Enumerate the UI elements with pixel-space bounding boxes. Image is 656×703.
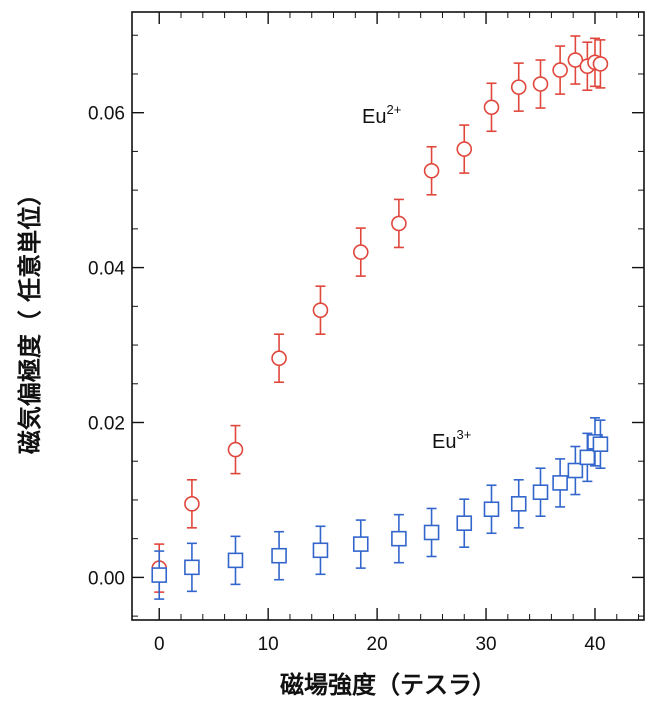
data-point-circle: [391, 215, 407, 232]
series-label-eu3: Eu3+: [432, 427, 471, 453]
x-tick-label: 10: [258, 634, 279, 655]
series-0: [151, 35, 609, 593]
data-point-circle: [532, 76, 549, 92]
data-point-square: [312, 542, 329, 559]
data-point-square: [391, 530, 407, 547]
axis-tick-labels: 0 10 20 30 40 0.00 0.02 0.04 0.06: [88, 104, 606, 655]
data-point-square: [552, 475, 568, 491]
data-point-square: [184, 559, 200, 576]
data-point-square: [352, 536, 369, 552]
axis-ticks: [132, 12, 644, 620]
data-point-square: [227, 552, 244, 569]
data-point-square: [579, 449, 596, 466]
y-tick-label: 0.02: [88, 413, 125, 434]
data-point-square: [271, 547, 287, 564]
data-point-circle: [483, 99, 500, 116]
data-point-square: [456, 515, 473, 531]
x-tick-label: 20: [367, 634, 388, 655]
data-point-circle: [423, 162, 440, 179]
data-point-circle: [456, 141, 473, 157]
x-axis-title: 磁場強度（テスラ）: [280, 671, 496, 699]
data-point-square: [592, 436, 609, 452]
data-series: [151, 35, 609, 600]
data-point-circle: [271, 350, 287, 367]
y-axis-title: 磁気偏極度（ 任意単位）: [16, 182, 44, 454]
data-point-circle: [184, 496, 200, 512]
data-point-square: [510, 496, 527, 512]
data-point-square: [567, 462, 584, 479]
data-point-square: [423, 524, 440, 541]
data-point-circle: [352, 244, 369, 260]
data-point-circle: [312, 302, 329, 318]
plot-frame: [131, 11, 645, 621]
series-1: [151, 417, 609, 600]
y-tick-label: 0.00: [88, 568, 125, 589]
data-point-square: [151, 567, 168, 583]
y-tick-label: 0.06: [88, 104, 125, 125]
y-tick-label: 0.04: [88, 259, 125, 280]
data-point-circle: [510, 79, 527, 95]
data-point-circle: [552, 62, 568, 78]
data-point-square: [532, 484, 549, 501]
x-tick-label: 30: [475, 634, 496, 655]
data-point-square: [483, 501, 500, 518]
series-label-eu2: Eu2+: [362, 102, 401, 128]
x-tick-label: 40: [584, 634, 605, 655]
x-tick-label: 0: [154, 634, 165, 655]
data-point-circle: [227, 441, 244, 458]
data-point-circle: [592, 56, 609, 72]
data-point-circle: [567, 52, 584, 68]
